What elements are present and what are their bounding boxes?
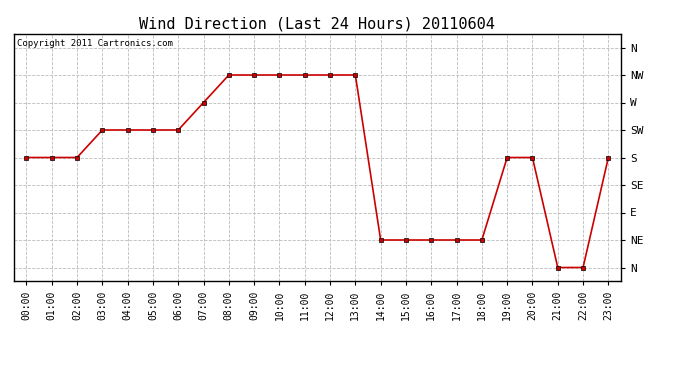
Text: Copyright 2011 Cartronics.com: Copyright 2011 Cartronics.com: [17, 39, 172, 48]
Title: Wind Direction (Last 24 Hours) 20110604: Wind Direction (Last 24 Hours) 20110604: [139, 16, 495, 31]
